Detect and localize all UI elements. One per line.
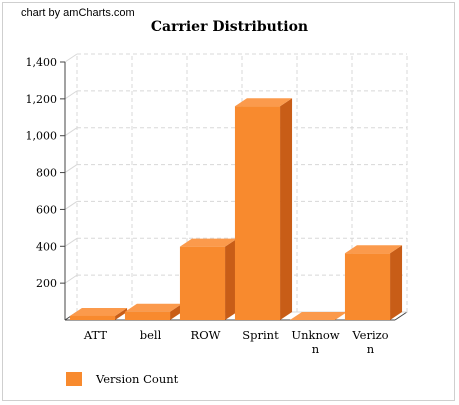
grid-line-depth (64, 274, 78, 284)
legend-label: Version Count (96, 372, 179, 386)
bar-top (179, 238, 238, 247)
grid-line-depth (64, 90, 78, 100)
bar-side (225, 238, 238, 320)
bar (234, 106, 281, 320)
chart-credit[interactable]: chart by amCharts.com (21, 7, 135, 19)
legend-swatch (66, 372, 82, 386)
bar-top (289, 312, 348, 320)
y-tick-label: 600 (36, 203, 57, 216)
x-axis-depth-right (394, 311, 408, 321)
bar-side (280, 98, 293, 320)
grid-line-depth (64, 201, 78, 210)
x-category-label: bell (140, 328, 162, 342)
bar (124, 311, 171, 320)
bar (344, 253, 391, 320)
x-category-label: ATT (83, 328, 108, 342)
x-category-label: n (312, 342, 320, 356)
bar-side (115, 307, 128, 320)
bar-side (390, 245, 403, 320)
grid-line-depth (64, 164, 78, 173)
x-category-label: Unknow (291, 328, 339, 342)
chart-legend[interactable]: Version Count (66, 371, 178, 387)
x-category-label: n (367, 342, 375, 356)
grid-line-depth (64, 53, 78, 63)
grid-line-depth (64, 127, 78, 137)
x-category-label: ROW (191, 328, 221, 342)
bar (179, 246, 226, 320)
x-category-label: Verizo (351, 328, 388, 342)
grid-line-depth (64, 237, 78, 247)
x-category-label: Sprint (242, 328, 279, 342)
y-tick-label: 200 (36, 277, 57, 290)
y-tick-label: 400 (36, 240, 57, 253)
bar-top (234, 98, 293, 107)
y-tick-label: 1,000 (26, 130, 58, 143)
bar-top (344, 245, 403, 254)
bar-side (170, 303, 183, 320)
bar-top (124, 303, 183, 312)
y-tick-label: 1,200 (26, 93, 58, 106)
chart-title: Carrier Distribution (150, 19, 309, 35)
bar-top (69, 307, 128, 316)
y-tick-label: 1,400 (26, 56, 58, 69)
y-tick-label: 800 (36, 167, 57, 180)
bar (69, 315, 116, 320)
